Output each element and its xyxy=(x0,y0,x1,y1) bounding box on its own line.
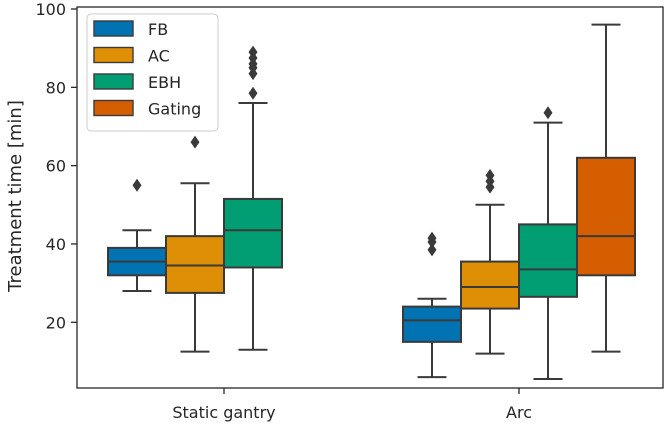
y-tick-label: 80 xyxy=(46,78,66,97)
y-axis: 20 40 60 80 100 xyxy=(35,0,77,332)
box-gating-arc xyxy=(576,156,636,277)
legend: FB AC EBH Gating xyxy=(86,13,219,132)
outlier-fb-arc xyxy=(427,231,437,245)
legend-swatch-gating xyxy=(93,99,134,117)
y-tick-label: 40 xyxy=(46,235,66,254)
box-ebh-static-gantry xyxy=(223,197,283,269)
y-tick-label: 20 xyxy=(46,313,66,332)
plot-frame xyxy=(76,6,664,389)
outlier-fb-arc xyxy=(427,243,437,257)
legend-swatch-ebh xyxy=(93,73,134,90)
y-tick-label: 100 xyxy=(35,0,66,19)
legend-label-ebh: EBH xyxy=(148,73,181,92)
outlier-fb-static-gantry xyxy=(132,178,142,192)
outlier-ac-static-gantry xyxy=(190,135,200,149)
legend-label-fb: FB xyxy=(148,20,168,39)
outlier-ac-arc xyxy=(485,168,495,182)
y-axis-label: Treatment time [min] xyxy=(5,100,26,293)
outlier-ebh-arc xyxy=(543,106,553,120)
box-fb-arc xyxy=(402,305,462,343)
legend-label-gating: Gating xyxy=(148,100,201,119)
legend-label-ac: AC xyxy=(148,47,170,66)
x-tick-label: Static gantry xyxy=(172,403,275,422)
box-ebh-arc xyxy=(518,223,578,298)
x-tick-label: Arc xyxy=(506,403,532,422)
legend-swatch-fb xyxy=(93,20,134,37)
box-ac-arc xyxy=(460,260,520,310)
outlier-ebh-static-gantry xyxy=(248,86,258,100)
x-axis: Static gantry Arc xyxy=(172,388,532,422)
outlier-ebh-static-gantry xyxy=(248,45,258,59)
legend-swatch-ac xyxy=(93,46,134,64)
plot-area xyxy=(76,6,664,389)
y-tick-label: 60 xyxy=(46,157,66,176)
